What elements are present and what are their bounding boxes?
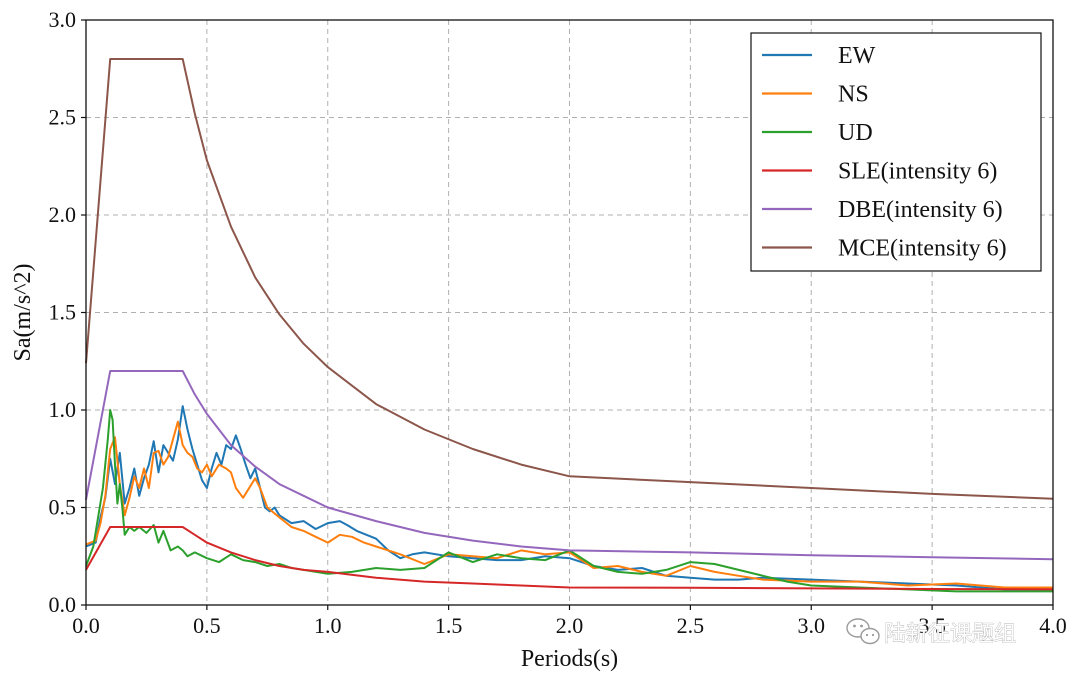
x-axis-label: Periods(s) xyxy=(521,646,618,672)
y-tick-label: 0.5 xyxy=(49,495,77,520)
y-tick-label: 0.0 xyxy=(49,592,77,617)
series-line-ew xyxy=(85,405,1053,591)
series-line-sle-intensity-6 xyxy=(85,526,1054,591)
y-tick-label: 1.0 xyxy=(49,397,77,422)
legend-label-sle-intensity-6: SLE(intensity 6) xyxy=(838,159,997,185)
x-tick-label: 3.0 xyxy=(798,613,826,638)
series-lines xyxy=(85,58,1054,593)
y-axis-label: Sa(m/s^2) xyxy=(10,264,36,362)
x-tick-label: 0.5 xyxy=(193,613,221,638)
legend-label-ew: EW xyxy=(838,43,876,69)
x-tick-label: 0.0 xyxy=(72,613,100,638)
x-tick-label: 2.5 xyxy=(677,613,705,638)
legend-box xyxy=(750,32,1042,272)
x-tick-label: 3.5 xyxy=(918,613,946,638)
x-tick-label: 1.0 xyxy=(314,613,342,638)
y-tick-label: 1.5 xyxy=(49,300,77,325)
series-line-dbe-intensity-6 xyxy=(85,370,1054,561)
x-tick-label: 2.0 xyxy=(556,613,584,638)
legend-label-ud: UD xyxy=(838,120,873,146)
legend-label-mce-intensity-6: MCE(intensity 6) xyxy=(838,236,1007,262)
legend-label-ns: NS xyxy=(838,82,869,108)
legend-label-dbe-intensity-6: DBE(intensity 6) xyxy=(838,197,1003,223)
axis-ticks: 0.0 0.5 1.0 1.5 2.0 2.5 3.0 3.5 4.0 0.0 0.5 1.0 1.5 2… xyxy=(49,7,1067,638)
watermark: 陆新征课题组 xyxy=(846,618,1016,647)
y-tick-label: 3.0 xyxy=(49,7,77,32)
x-tick-label: 1.5 xyxy=(435,613,463,638)
series-line-mce-intensity-6 xyxy=(85,58,1054,500)
x-tick-label: 4.0 xyxy=(1039,613,1067,638)
legend: EW NS UD SLE(intensity 6) DBE(intensity 6) MC… xyxy=(750,32,1042,272)
watermark-text: 陆新征课题组 xyxy=(884,622,1016,647)
wechat-icon xyxy=(846,618,880,645)
series-line-ud xyxy=(85,409,1053,593)
y-tick-label: 2.5 xyxy=(49,105,77,130)
y-tick-label: 2.0 xyxy=(49,202,77,227)
